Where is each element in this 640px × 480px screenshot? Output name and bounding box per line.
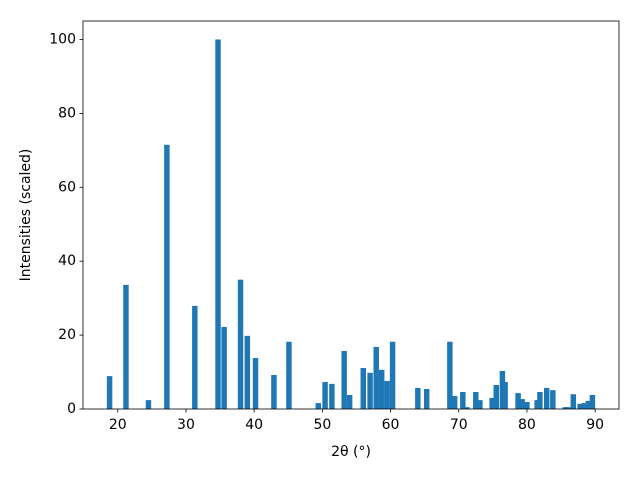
y-tick-label: 60 — [58, 179, 76, 195]
y-tick-label: 80 — [58, 105, 76, 121]
bar — [577, 403, 583, 409]
bar — [252, 358, 259, 409]
bar — [237, 279, 244, 409]
x-axis-label: 2θ (°) — [331, 444, 371, 460]
bar — [489, 397, 495, 409]
x-tick-label: 60 — [382, 417, 400, 433]
y-tick-label: 0 — [67, 401, 76, 417]
x-tick-label: 70 — [450, 417, 468, 433]
bar — [341, 350, 347, 409]
bar — [286, 341, 292, 409]
y-tick-label: 20 — [58, 327, 76, 343]
bar — [550, 390, 556, 409]
bar — [460, 392, 466, 409]
bar — [565, 407, 571, 409]
x-tick-label: 40 — [245, 417, 263, 433]
bar — [164, 144, 170, 410]
bar — [221, 326, 227, 409]
bar — [271, 375, 277, 409]
y-axis-label: Intensities (scaled) — [18, 149, 34, 282]
bar — [537, 392, 543, 409]
bar — [543, 387, 550, 409]
bar — [378, 369, 385, 409]
bar — [106, 376, 113, 409]
bar — [502, 382, 508, 409]
bar — [570, 394, 577, 409]
bar — [451, 396, 458, 409]
bar — [477, 400, 483, 409]
bar — [389, 341, 396, 409]
bar — [589, 394, 596, 409]
x-tick-label: 90 — [586, 417, 604, 433]
bar — [215, 39, 221, 409]
x-tick-label: 50 — [313, 417, 331, 433]
bar — [464, 407, 470, 409]
bar — [360, 367, 367, 409]
bar — [534, 400, 540, 409]
x-tick-label: 30 — [177, 417, 195, 433]
bar — [585, 400, 592, 409]
bar — [192, 305, 198, 409]
bar — [123, 284, 129, 409]
bar — [373, 346, 379, 409]
bar — [415, 387, 421, 409]
bar — [145, 400, 152, 409]
bar — [519, 399, 525, 409]
plot-frame — [82, 20, 620, 410]
x-tick-label: 80 — [518, 417, 536, 433]
bar — [384, 380, 390, 409]
y-tick-label: 100 — [49, 31, 76, 47]
x-tick-label: 20 — [109, 417, 127, 433]
bar — [423, 389, 430, 409]
bar — [493, 384, 499, 409]
bar — [244, 335, 251, 409]
bar — [322, 382, 328, 409]
bar — [581, 403, 587, 409]
bar — [473, 392, 479, 409]
bar — [524, 401, 530, 409]
bar — [329, 383, 335, 409]
bar — [367, 372, 373, 409]
y-tick-label: 40 — [58, 253, 76, 269]
bar — [315, 403, 321, 409]
bar — [346, 394, 353, 409]
bar — [515, 393, 521, 409]
bar — [447, 341, 453, 409]
